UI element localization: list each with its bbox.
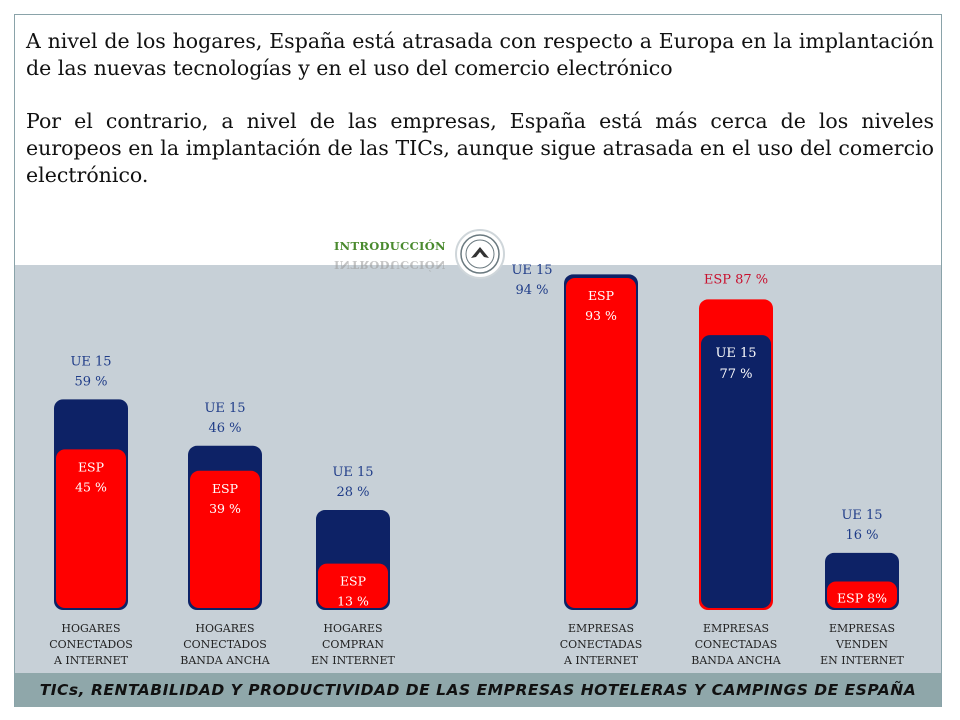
paragraph-companies: Por el contrario, a nivel de las empresa… bbox=[26, 109, 934, 187]
category-label: EMPRESAS bbox=[703, 622, 769, 635]
ue-data-label: UE 15 bbox=[511, 263, 552, 278]
category-label: EMPRESAS bbox=[829, 622, 895, 635]
chart-background bbox=[15, 265, 941, 673]
ue-data-label: UE 15 bbox=[70, 354, 111, 369]
ue-data-label: UE 15 bbox=[715, 346, 756, 361]
esp-data-label: ESP 8% bbox=[837, 590, 887, 605]
category-label: EN INTERNET bbox=[311, 654, 395, 667]
esp-bar bbox=[827, 581, 897, 608]
ue-data-label: 77 % bbox=[719, 367, 752, 382]
ue-data-label: 28 % bbox=[336, 485, 369, 500]
category-label: HOGARES bbox=[195, 622, 254, 635]
category-label: CONECTADOS bbox=[49, 638, 133, 651]
ue-data-label: UE 15 bbox=[332, 465, 373, 480]
category-label: COMPRAN bbox=[322, 638, 384, 651]
logo-seal bbox=[455, 229, 505, 279]
ue-data-label: UE 15 bbox=[841, 508, 882, 523]
category-label: EN INTERNET bbox=[820, 654, 904, 667]
ue-data-label: 59 % bbox=[74, 374, 107, 389]
category-label: CONECTADAS bbox=[560, 638, 642, 651]
esp-data-label: 45 % bbox=[75, 479, 107, 494]
category-label: A INTERNET bbox=[563, 654, 639, 667]
esp-data-label: ESP bbox=[340, 574, 366, 589]
category-label: BANDA ANCHA bbox=[691, 654, 781, 667]
esp-data-label: ESP bbox=[212, 481, 238, 496]
intro-text: A nivel de los hogares, España está atra… bbox=[26, 28, 934, 215]
esp-data-label: ESP bbox=[588, 288, 614, 303]
paragraph-households: A nivel de los hogares, España está atra… bbox=[26, 29, 934, 80]
ue-data-label: 94 % bbox=[515, 283, 548, 298]
category-label: CONECTADOS bbox=[183, 638, 267, 651]
category-label: CONECTADAS bbox=[695, 638, 777, 651]
logo-icon bbox=[460, 234, 500, 274]
ue-bar bbox=[701, 335, 771, 608]
esp-bar bbox=[566, 277, 636, 608]
footer-title: TICs, RENTABILIDAD Y PRODUCTIVIDAD DE LA… bbox=[15, 673, 941, 707]
category-label: BANDA ANCHA bbox=[180, 654, 270, 667]
esp-data-label: ESP 87 % bbox=[704, 272, 768, 287]
esp-data-label: ESP bbox=[78, 459, 104, 474]
esp-bar bbox=[56, 449, 126, 608]
category-label: A INTERNET bbox=[53, 654, 129, 667]
esp-bar bbox=[318, 563, 388, 608]
ue-data-label: UE 15 bbox=[204, 401, 245, 416]
esp-data-label: 39 % bbox=[209, 501, 241, 516]
ue-data-label: 46 % bbox=[208, 421, 241, 436]
section-label[interactable]: INTRODUCCIÓN bbox=[334, 239, 446, 253]
category-label: HOGARES bbox=[323, 622, 382, 635]
category-label: VENDEN bbox=[835, 638, 888, 651]
esp-bar bbox=[190, 470, 260, 608]
esp-data-label: 13 % bbox=[337, 594, 369, 609]
category-label: EMPRESAS bbox=[568, 622, 634, 635]
ue-data-label: 16 % bbox=[845, 528, 878, 543]
category-label: HOGARES bbox=[61, 622, 120, 635]
esp-data-label: 93 % bbox=[585, 308, 617, 323]
